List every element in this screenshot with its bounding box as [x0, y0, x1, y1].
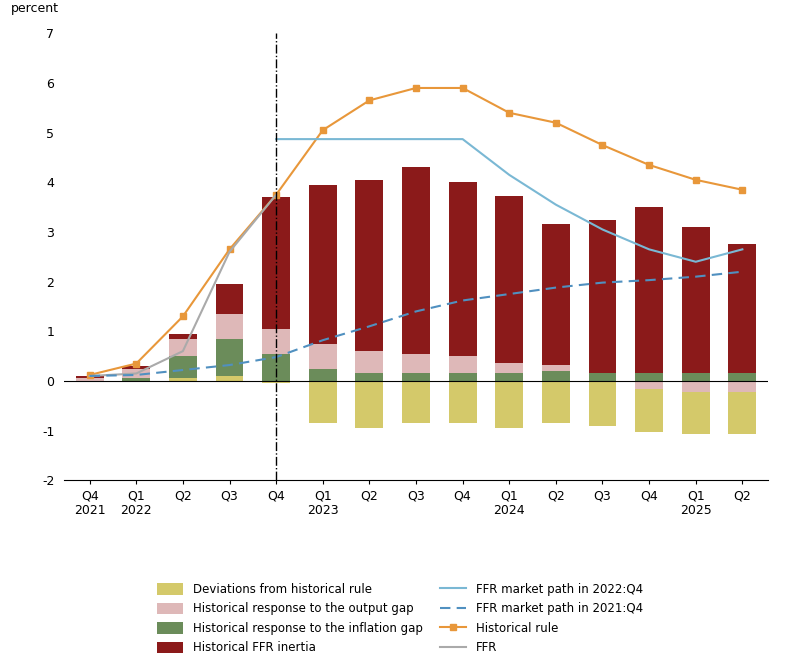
Bar	[402, 381, 430, 423]
Bar	[682, 381, 710, 392]
Bar	[542, 371, 570, 381]
Bar	[402, 354, 430, 374]
Bar	[215, 284, 243, 314]
Bar	[728, 244, 756, 374]
Bar	[215, 314, 243, 339]
Bar	[728, 392, 756, 434]
Bar	[262, 197, 290, 329]
Bar	[542, 365, 570, 371]
Bar	[589, 381, 617, 426]
Bar	[402, 374, 430, 381]
Bar	[122, 368, 150, 378]
Bar	[589, 219, 617, 374]
Bar	[449, 182, 477, 356]
Bar	[215, 376, 243, 381]
Bar	[635, 390, 663, 432]
Bar	[682, 227, 710, 374]
Bar	[495, 196, 523, 363]
Bar	[355, 180, 383, 351]
Bar	[215, 339, 243, 376]
Bar	[122, 366, 150, 368]
Bar	[542, 223, 570, 365]
Legend: Deviations from historical rule, Historical response to the output gap, Historic: Deviations from historical rule, Histori…	[158, 583, 642, 654]
Bar	[309, 368, 337, 381]
Bar	[449, 374, 477, 381]
Bar	[122, 378, 150, 381]
Bar	[169, 339, 197, 356]
Bar	[495, 381, 523, 428]
Bar	[76, 378, 104, 381]
Bar	[589, 374, 617, 381]
Text: percent: percent	[11, 3, 59, 15]
Bar	[728, 381, 756, 392]
Bar	[355, 374, 383, 381]
Bar	[355, 351, 383, 374]
Bar	[169, 378, 197, 381]
Bar	[309, 185, 337, 344]
Bar	[635, 207, 663, 374]
Bar	[262, 329, 290, 354]
Bar	[449, 356, 477, 374]
Bar	[682, 374, 710, 381]
Bar	[169, 356, 197, 378]
Bar	[542, 381, 570, 423]
Bar	[495, 363, 523, 374]
Bar	[728, 374, 756, 381]
Bar	[262, 354, 290, 381]
Bar	[402, 167, 430, 354]
Bar	[495, 374, 523, 381]
Bar	[262, 381, 290, 384]
Bar	[309, 344, 337, 368]
Bar	[682, 392, 710, 434]
Bar	[635, 374, 663, 381]
Bar	[635, 381, 663, 390]
Bar	[169, 334, 197, 339]
Bar	[449, 381, 477, 423]
Bar	[355, 381, 383, 428]
Bar	[76, 376, 104, 378]
Bar	[309, 381, 337, 423]
